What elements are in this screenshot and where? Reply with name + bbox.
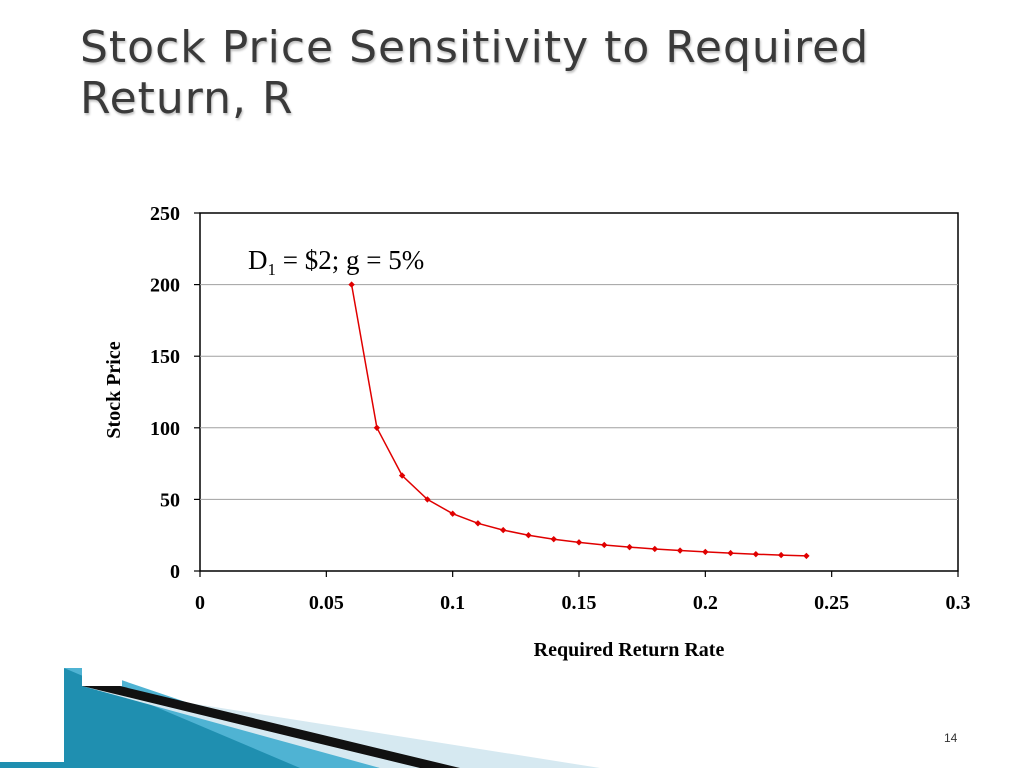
chart-annotation: D1 = $2; g = 5% xyxy=(248,245,424,279)
y-axis-title: Stock Price xyxy=(103,341,125,438)
x-tick-label: 0.1 xyxy=(440,592,465,614)
gridlines xyxy=(200,284,958,500)
y-tick-label: 150 xyxy=(150,346,180,368)
y-tick-label: 100 xyxy=(150,418,180,440)
x-tick-label: 0.15 xyxy=(562,592,597,614)
page-number: 14 xyxy=(944,731,958,745)
slide-title-line-2: Return, R xyxy=(80,73,294,125)
annotation-rest: = $2; g = 5% xyxy=(276,245,424,275)
data-point xyxy=(626,543,633,551)
y-tick-label: 200 xyxy=(150,275,180,297)
y-tick-label: 250 xyxy=(150,203,180,225)
y-tick-label: 50 xyxy=(160,489,180,511)
x-tick-label: 0.05 xyxy=(309,592,344,614)
data-point xyxy=(449,510,456,517)
data-point xyxy=(727,549,734,557)
data-point xyxy=(474,520,482,527)
y-tick-label: 0 xyxy=(170,561,180,583)
data-point xyxy=(651,545,658,553)
slide-title: Stock Price Sensitivity to Required Retu… xyxy=(80,22,980,125)
data-point xyxy=(550,535,557,543)
data-point xyxy=(424,496,431,503)
data-point xyxy=(398,472,406,479)
x-tick-label: 0 xyxy=(195,592,205,614)
annotation-subscript: 1 xyxy=(268,260,277,279)
data-point xyxy=(601,541,608,549)
data-point xyxy=(373,424,381,431)
data-point xyxy=(702,548,709,556)
x-tick-label: 0.3 xyxy=(946,592,971,614)
plot-area xyxy=(199,212,959,572)
x-tick-label: 0.2 xyxy=(693,592,718,614)
series-layer xyxy=(348,281,810,560)
data-point xyxy=(803,552,810,560)
x-tick-label: 0.25 xyxy=(814,592,849,614)
data-point xyxy=(525,532,532,539)
slide-title-line-1: Stock Price Sensitivity to Required xyxy=(80,22,870,73)
axis-ticks: 0 50 100 150 200 250 0 0.05 0.1 0.15 0.2 0.25 0.3 xyxy=(150,203,971,614)
data-point xyxy=(500,526,507,534)
data-point xyxy=(777,551,785,559)
annotation-main: D xyxy=(248,245,268,275)
data-point xyxy=(752,550,760,558)
x-axis-title: Required Return Rate xyxy=(534,639,725,661)
data-point xyxy=(348,281,355,288)
data-point xyxy=(676,547,684,554)
data-point xyxy=(575,539,583,546)
